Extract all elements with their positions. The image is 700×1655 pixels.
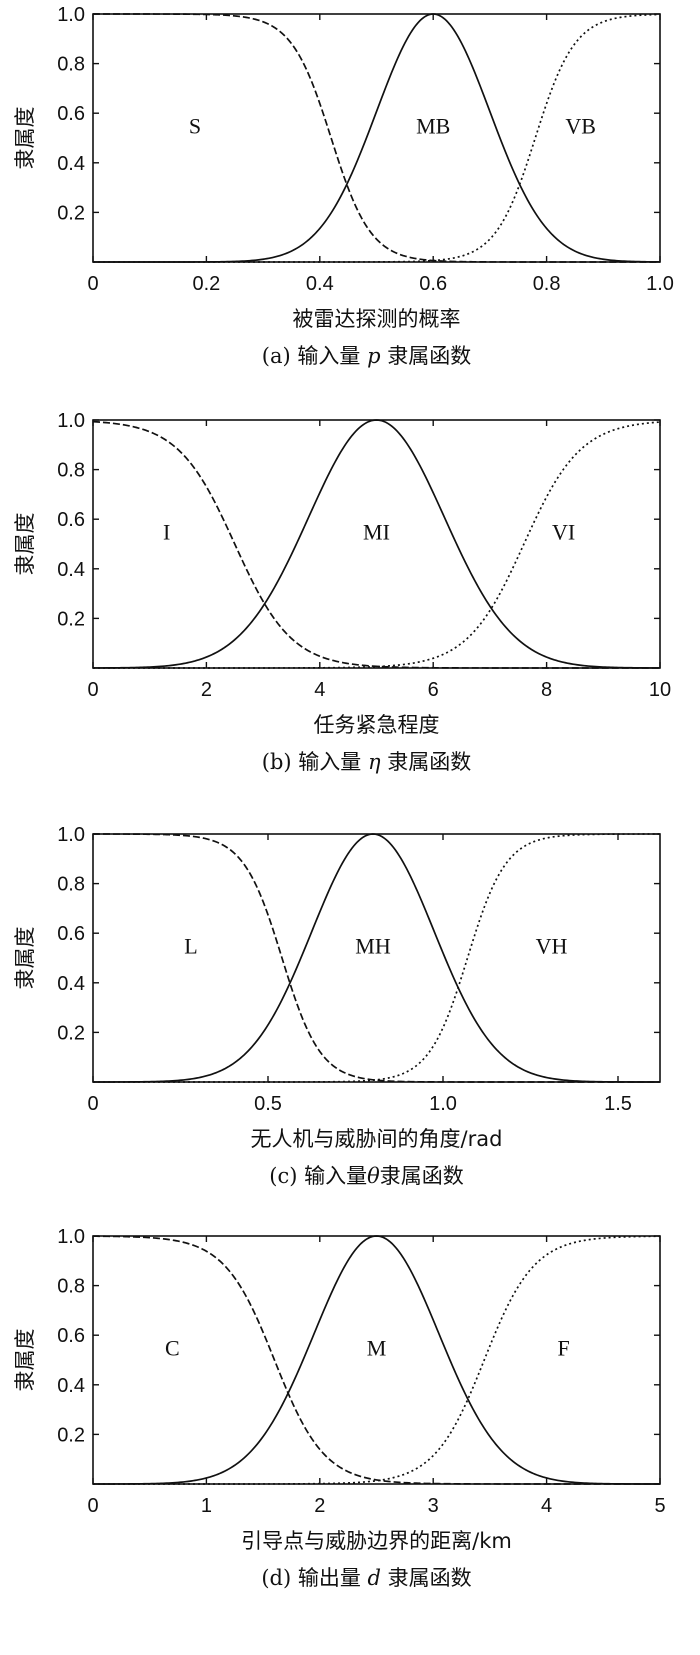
x-axis-label: 任务紧急程度 (314, 713, 440, 737)
chart-d: C M F 0 1 2 3 4 5 0.2 0.4 0.6 0.8 1.0 隶属度引导点与威胁边界的距离/k… (13, 1226, 666, 1590)
series-S-label: S (189, 114, 201, 139)
series-C-label: C (165, 1336, 180, 1361)
x-tick-label: 10 (649, 679, 671, 701)
plot-frame (92, 419, 661, 669)
x-tick-label: 2 (314, 1495, 325, 1517)
y-tick-label: 0.2 (57, 608, 85, 630)
y-tick-label: 1.0 (57, 4, 85, 26)
figure-caption: (d) 输出量 d 隶属函数 (261, 1566, 471, 1590)
chart-panel-b: I MI VI 0 2 4 6 8 10 0.2 0.4 0.6 0.8 1.0 隶属度任务紧急程度 (b) … (0, 406, 700, 819)
y-tick-label: 0.2 (57, 1424, 85, 1446)
y-tick-label: 1.0 (57, 1226, 85, 1248)
y-tick-label: 1.0 (57, 410, 85, 432)
series-M-label: M (367, 1336, 387, 1361)
chart-panel-c: L MH VH 0 0.5 1.0 1.5 0.2 0.4 0.6 0.8 1.0 隶属度无人机与威胁间… (0, 820, 700, 1233)
x-axis-label: 无人机与威胁间的角度/rad (251, 1127, 503, 1151)
x-axis-label: 被雷达探测的概率 (293, 307, 461, 331)
chart-panel-d: C M F 0 1 2 3 4 5 0.2 0.4 0.6 0.8 1.0 隶属度引导点与威胁边界的距离/k… (0, 1222, 700, 1635)
x-tick-label: 0 (87, 273, 98, 295)
x-axis-label: 引导点与威胁边界的距离/km (241, 1529, 512, 1553)
x-tick-label: 0.4 (306, 273, 334, 295)
series-MH-label: MH (355, 934, 391, 959)
y-tick-label: 0.4 (57, 153, 85, 175)
y-tick-label: 0.2 (57, 202, 85, 224)
y-axis-label: 隶属度 (13, 1329, 37, 1392)
series-L-label: L (184, 934, 197, 959)
plot-frame (92, 833, 661, 1083)
x-tick-label: 1.5 (604, 1093, 632, 1115)
x-tick-label: 0.8 (533, 273, 561, 295)
x-tick-label: 1 (201, 1495, 212, 1517)
y-tick-label: 0.4 (57, 1375, 85, 1397)
series-MI-label: MI (363, 520, 390, 545)
figure-caption: (c) 输入量θ隶属函数 (269, 1164, 463, 1188)
x-tick-label: 0.5 (254, 1093, 282, 1115)
y-axis-label: 隶属度 (13, 107, 37, 170)
y-tick-label: 0.6 (57, 1325, 85, 1347)
y-tick-label: 1.0 (57, 824, 85, 846)
x-tick-label: 2 (201, 679, 212, 701)
y-tick-label: 0.6 (57, 509, 85, 531)
y-tick-label: 0.4 (57, 559, 85, 581)
x-tick-label: 0 (87, 1093, 98, 1115)
y-tick-label: 0.8 (57, 1276, 85, 1298)
series-VH-label: VH (536, 934, 568, 959)
y-tick-label: 0.8 (57, 54, 85, 76)
series-VI-label: VI (552, 520, 575, 545)
plot-frame (92, 13, 661, 263)
chart-a: S MB VB 0 0.2 0.4 0.6 0.8 1.0 0.2 0.4 0.6 0.8 1.0 隶属度被… (13, 4, 674, 368)
x-tick-label: 1.0 (646, 273, 674, 295)
x-tick-label: 0 (87, 1495, 98, 1517)
x-tick-label: 1.0 (429, 1093, 457, 1115)
x-tick-label: 5 (654, 1495, 665, 1517)
series-MB-label: MB (416, 114, 450, 139)
figure-caption: (a) 输入量 p 隶属函数 (262, 344, 471, 368)
x-tick-label: 8 (541, 679, 552, 701)
figure-caption: (b) 输入量 η 隶属函数 (262, 750, 471, 774)
x-tick-label: 4 (541, 1495, 552, 1517)
series-I-curve (92, 420, 660, 669)
series-VB-label: VB (565, 114, 596, 139)
y-tick-label: 0.4 (57, 973, 85, 995)
x-tick-label: 6 (428, 679, 439, 701)
series-F-curve (93, 1235, 661, 1485)
y-tick-label: 0.8 (57, 460, 85, 482)
y-axis-label: 隶属度 (13, 513, 37, 576)
y-tick-label: 0.2 (57, 1022, 85, 1044)
y-tick-label: 0.8 (57, 874, 85, 896)
y-axis-label: 隶属度 (13, 927, 37, 990)
chart-panel-a: S MB VB 0 0.2 0.4 0.6 0.8 1.0 0.2 0.4 0.6 0.8 1.0 隶属度被… (0, 0, 700, 413)
x-tick-label: 3 (428, 1495, 439, 1517)
series-F-label: F (557, 1336, 569, 1361)
series-L-curve (93, 833, 660, 1083)
series-I-label: I (163, 520, 170, 545)
y-tick-label: 0.6 (57, 923, 85, 945)
plot-frame (92, 1235, 661, 1485)
y-tick-label: 0.6 (57, 103, 85, 125)
chart-c: L MH VH 0 0.5 1.0 1.5 0.2 0.4 0.6 0.8 1.0 隶属度无人机与威胁间… (13, 824, 661, 1188)
x-tick-label: 0 (87, 679, 98, 701)
series-VI-curve (93, 421, 661, 669)
x-tick-label: 0.6 (419, 273, 447, 295)
x-tick-label: 4 (314, 679, 325, 701)
x-tick-label: 0.2 (192, 273, 220, 295)
